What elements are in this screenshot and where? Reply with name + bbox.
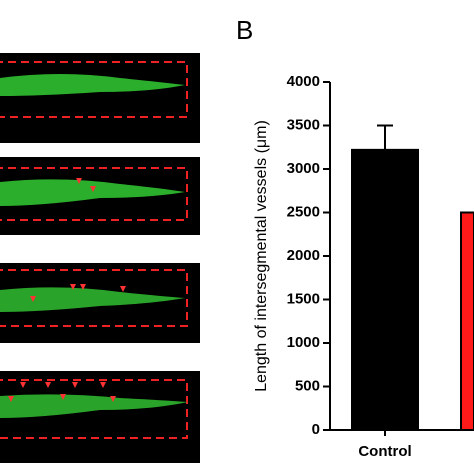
panel-label: B [236, 15, 253, 45]
y-axis-label: Length of intersegmental vessels (μm) [253, 120, 270, 392]
bar [460, 211, 474, 431]
y-tick-label: 500 [295, 377, 320, 394]
y-tick-label: 1500 [287, 290, 320, 307]
y-tick-label: 2000 [287, 247, 320, 264]
y-tick-label: 0 [312, 421, 320, 438]
image-panel [0, 371, 200, 463]
microscopy-panels [0, 53, 200, 463]
y-tick-label: 3000 [287, 160, 320, 177]
y-tick-label: 1000 [287, 334, 320, 351]
image-panel [0, 263, 200, 343]
image-panel [0, 157, 200, 235]
bar [351, 148, 419, 432]
y-tick-label: 3500 [287, 116, 320, 133]
x-tick-label: Control [358, 443, 411, 460]
image-panel [0, 53, 200, 143]
y-tick-label: 2500 [287, 203, 320, 220]
y-tick-label: 4000 [287, 73, 320, 90]
